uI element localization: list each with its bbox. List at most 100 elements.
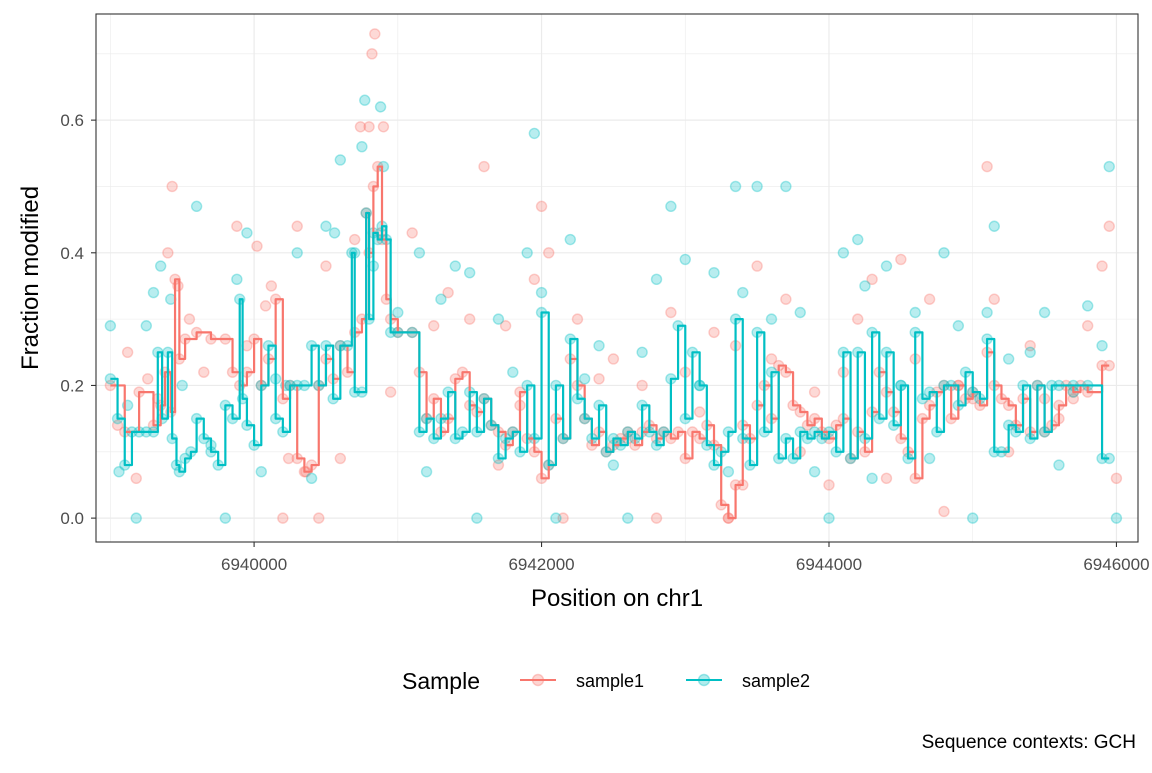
data-point-sample1 bbox=[852, 313, 864, 325]
data-point-sample1 bbox=[607, 353, 620, 365]
data-point-sample2 bbox=[808, 465, 821, 478]
data-point-sample2 bbox=[219, 512, 232, 524]
data-point-sample2 bbox=[328, 227, 341, 239]
data-point-sample2 bbox=[622, 512, 634, 524]
data-point-sample2 bbox=[320, 220, 332, 232]
data-point-sample2 bbox=[988, 220, 1000, 232]
data-point-sample2 bbox=[866, 472, 878, 485]
data-point-sample1 bbox=[363, 121, 375, 133]
data-point-sample1 bbox=[198, 366, 210, 378]
data-point-sample2 bbox=[1002, 353, 1015, 365]
data-point-sample2 bbox=[449, 260, 462, 272]
data-point-sample1 bbox=[282, 452, 295, 465]
data-point-sample1 bbox=[751, 260, 763, 272]
data-point-sample2 bbox=[636, 346, 648, 358]
data-point-sample2 bbox=[291, 247, 303, 259]
data-point-sample2 bbox=[435, 293, 447, 305]
data-point-sample1 bbox=[406, 227, 418, 239]
data-point-sample1 bbox=[923, 293, 936, 305]
data-point-sample2 bbox=[471, 512, 483, 524]
data-point-sample1 bbox=[981, 160, 993, 173]
data-point-sample1 bbox=[823, 479, 835, 491]
data-point-sample1 bbox=[780, 293, 792, 305]
data-point-sample2 bbox=[140, 320, 153, 332]
data-point-sample2 bbox=[823, 512, 835, 524]
legend: Sample sample1 sample2 bbox=[402, 668, 810, 694]
legend-key-point-sample1 bbox=[531, 673, 545, 687]
data-point-sample1 bbox=[938, 505, 950, 518]
data-point-sample2 bbox=[356, 140, 368, 153]
data-point-sample2 bbox=[1038, 306, 1051, 319]
legend-title: Sample bbox=[402, 668, 480, 694]
data-point-sample1 bbox=[463, 313, 476, 325]
data-point-sample2 bbox=[154, 260, 167, 272]
data-point-sample1 bbox=[478, 160, 490, 173]
data-point-sample2 bbox=[837, 247, 850, 259]
y-axis: 0.0 0.2 0.4 0.6 bbox=[60, 111, 96, 528]
data-point-sample2 bbox=[550, 512, 562, 524]
data-point-sample2 bbox=[359, 94, 371, 106]
data-point-sample2 bbox=[521, 247, 533, 259]
data-point-sample1 bbox=[636, 379, 648, 392]
data-point-sample1 bbox=[265, 280, 278, 292]
data-point-sample2 bbox=[147, 286, 160, 299]
data-point-sample1 bbox=[313, 512, 325, 524]
data-point-sample1 bbox=[384, 386, 397, 398]
data-point-sample1 bbox=[765, 353, 778, 365]
grid-minor bbox=[96, 14, 1138, 542]
data-point-sample1 bbox=[1110, 472, 1123, 485]
data-point-sample1 bbox=[354, 121, 367, 133]
data-point-sample1 bbox=[121, 346, 134, 358]
data-point-sample1 bbox=[162, 247, 174, 259]
data-point-sample1 bbox=[349, 233, 361, 246]
data-point-sample2 bbox=[1081, 300, 1094, 312]
data-point-sample1 bbox=[231, 220, 243, 232]
legend-key-point-sample2 bbox=[697, 673, 711, 687]
data-point-sample1 bbox=[1103, 220, 1115, 232]
data-point-sample1 bbox=[895, 253, 907, 266]
y-tick-label: 0.6 bbox=[60, 111, 84, 130]
data-point-sample2 bbox=[938, 247, 950, 259]
data-point-sample1 bbox=[291, 220, 303, 232]
y-axis-title: Fraction modified bbox=[17, 186, 44, 370]
data-point-sample2 bbox=[231, 273, 243, 286]
data-point-sample1 bbox=[183, 313, 196, 325]
data-point-sample1 bbox=[142, 373, 154, 385]
series-line-sample1 bbox=[110, 165, 1110, 520]
y-tick-label: 0.4 bbox=[60, 244, 84, 263]
data-point-sample2 bbox=[923, 452, 936, 465]
data-point-sample2 bbox=[665, 200, 677, 213]
data-point-sample2 bbox=[255, 465, 267, 478]
plot-panel bbox=[95, 13, 1139, 543]
data-point-sample2 bbox=[722, 465, 735, 478]
data-point-sample1 bbox=[1081, 320, 1094, 332]
data-point-sample1 bbox=[130, 472, 142, 485]
data-point-sample1 bbox=[988, 293, 1000, 305]
panel-border bbox=[95, 13, 1139, 543]
data-point-sample2 bbox=[1053, 459, 1065, 471]
data-point-sample2 bbox=[880, 260, 893, 272]
data-point-sample2 bbox=[708, 266, 720, 279]
data-point-sample1 bbox=[866, 273, 878, 286]
y-tick-label: 0.2 bbox=[60, 376, 84, 395]
data-point-sample2 bbox=[507, 366, 519, 378]
data-point-sample1 bbox=[665, 306, 677, 319]
data-point-sample2 bbox=[981, 306, 993, 319]
data-point-sample1 bbox=[251, 240, 263, 252]
legend-key-sample1 bbox=[520, 673, 556, 687]
data-point-sample2 bbox=[1110, 512, 1123, 524]
data-point-sample2 bbox=[374, 101, 387, 113]
data-point-sample2 bbox=[765, 313, 778, 325]
data-point-sample2 bbox=[463, 266, 476, 279]
data-point-sample1 bbox=[377, 121, 390, 133]
data-point-sample2 bbox=[780, 180, 792, 193]
caption: Sequence contexts: GCH bbox=[922, 732, 1136, 753]
data-point-sample1 bbox=[166, 180, 178, 193]
data-point-sample2 bbox=[578, 373, 591, 385]
data-point-sample2 bbox=[607, 459, 620, 471]
x-tick-label: 6944000 bbox=[796, 555, 862, 574]
data-point-sample1 bbox=[1067, 393, 1080, 405]
data-point-sample2 bbox=[1096, 339, 1108, 352]
data-point-sample1 bbox=[593, 373, 605, 385]
